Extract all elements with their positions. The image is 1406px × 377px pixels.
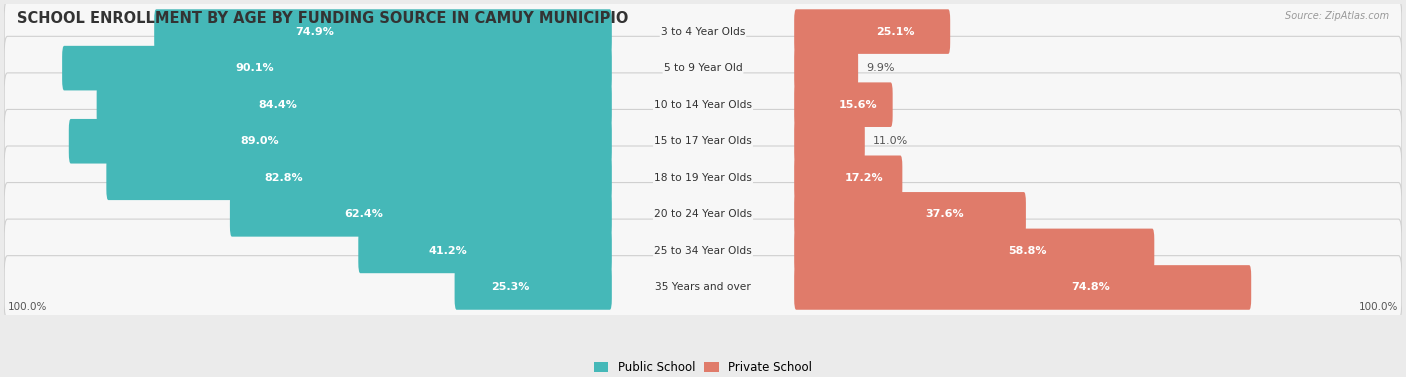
FancyBboxPatch shape (155, 9, 612, 54)
FancyBboxPatch shape (4, 36, 1402, 100)
Text: 82.8%: 82.8% (264, 173, 304, 183)
FancyBboxPatch shape (794, 228, 1154, 273)
FancyBboxPatch shape (107, 155, 612, 200)
Text: 25.1%: 25.1% (876, 27, 914, 37)
Text: 20 to 24 Year Olds: 20 to 24 Year Olds (654, 209, 752, 219)
FancyBboxPatch shape (794, 9, 950, 54)
Text: SCHOOL ENROLLMENT BY AGE BY FUNDING SOURCE IN CAMUY MUNICIPIO: SCHOOL ENROLLMENT BY AGE BY FUNDING SOUR… (17, 11, 628, 26)
Text: 58.8%: 58.8% (1008, 246, 1047, 256)
Text: 25.3%: 25.3% (491, 282, 530, 293)
Text: 100.0%: 100.0% (7, 302, 46, 312)
FancyBboxPatch shape (69, 119, 612, 164)
FancyBboxPatch shape (4, 219, 1402, 283)
Text: 15 to 17 Year Olds: 15 to 17 Year Olds (654, 136, 752, 146)
Text: 10 to 14 Year Olds: 10 to 14 Year Olds (654, 100, 752, 110)
FancyBboxPatch shape (794, 83, 893, 127)
Legend: Public School, Private School: Public School, Private School (591, 357, 815, 377)
FancyBboxPatch shape (62, 46, 612, 90)
FancyBboxPatch shape (794, 192, 1026, 237)
Text: 74.8%: 74.8% (1071, 282, 1109, 293)
FancyBboxPatch shape (4, 256, 1402, 319)
Text: 89.0%: 89.0% (240, 136, 278, 146)
Text: 100.0%: 100.0% (1360, 302, 1399, 312)
Text: 74.9%: 74.9% (295, 27, 335, 37)
Text: 62.4%: 62.4% (344, 209, 384, 219)
Text: 17.2%: 17.2% (845, 173, 883, 183)
Text: 37.6%: 37.6% (925, 209, 963, 219)
FancyBboxPatch shape (454, 265, 612, 310)
Text: 5 to 9 Year Old: 5 to 9 Year Old (664, 63, 742, 73)
Text: 3 to 4 Year Olds: 3 to 4 Year Olds (661, 27, 745, 37)
Text: 15.6%: 15.6% (838, 100, 877, 110)
Text: 41.2%: 41.2% (429, 246, 467, 256)
FancyBboxPatch shape (4, 146, 1402, 210)
FancyBboxPatch shape (4, 109, 1402, 173)
FancyBboxPatch shape (359, 228, 612, 273)
Text: 25 to 34 Year Olds: 25 to 34 Year Olds (654, 246, 752, 256)
FancyBboxPatch shape (4, 73, 1402, 136)
Text: 35 Years and over: 35 Years and over (655, 282, 751, 293)
Text: 84.4%: 84.4% (259, 100, 297, 110)
FancyBboxPatch shape (794, 155, 903, 200)
FancyBboxPatch shape (794, 265, 1251, 310)
FancyBboxPatch shape (794, 46, 858, 90)
FancyBboxPatch shape (794, 119, 865, 164)
FancyBboxPatch shape (231, 192, 612, 237)
Text: 18 to 19 Year Olds: 18 to 19 Year Olds (654, 173, 752, 183)
Text: Source: ZipAtlas.com: Source: ZipAtlas.com (1285, 11, 1389, 21)
Text: 11.0%: 11.0% (873, 136, 908, 146)
FancyBboxPatch shape (4, 182, 1402, 246)
Text: 9.9%: 9.9% (866, 63, 894, 73)
Text: 90.1%: 90.1% (236, 63, 274, 73)
FancyBboxPatch shape (4, 0, 1402, 63)
FancyBboxPatch shape (97, 83, 612, 127)
